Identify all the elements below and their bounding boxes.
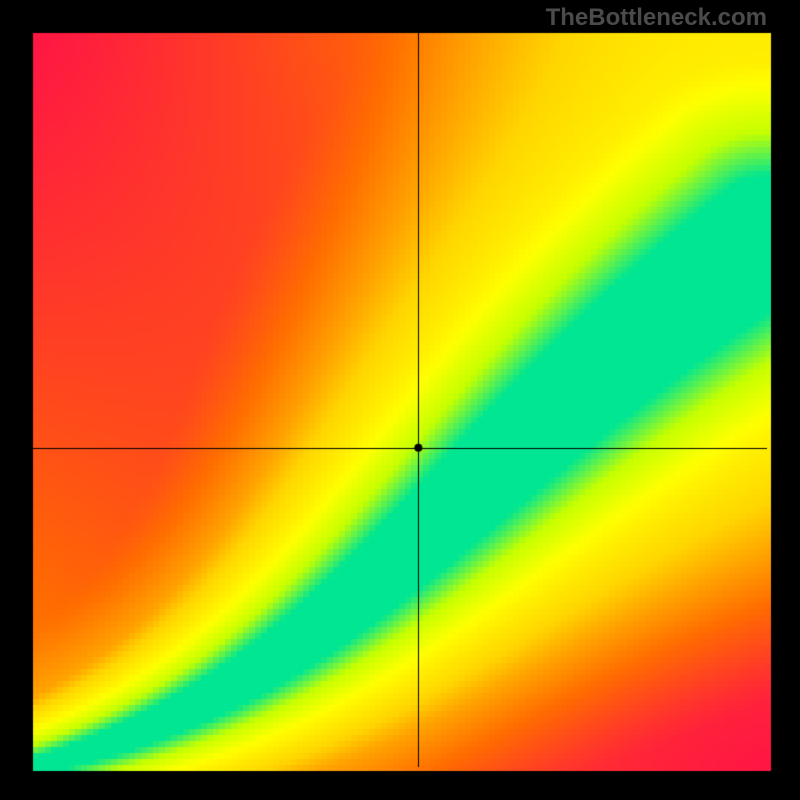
chart-container: TheBottleneck.com xyxy=(0,0,800,800)
bottleneck-heatmap xyxy=(0,0,800,800)
watermark: TheBottleneck.com xyxy=(546,4,767,32)
